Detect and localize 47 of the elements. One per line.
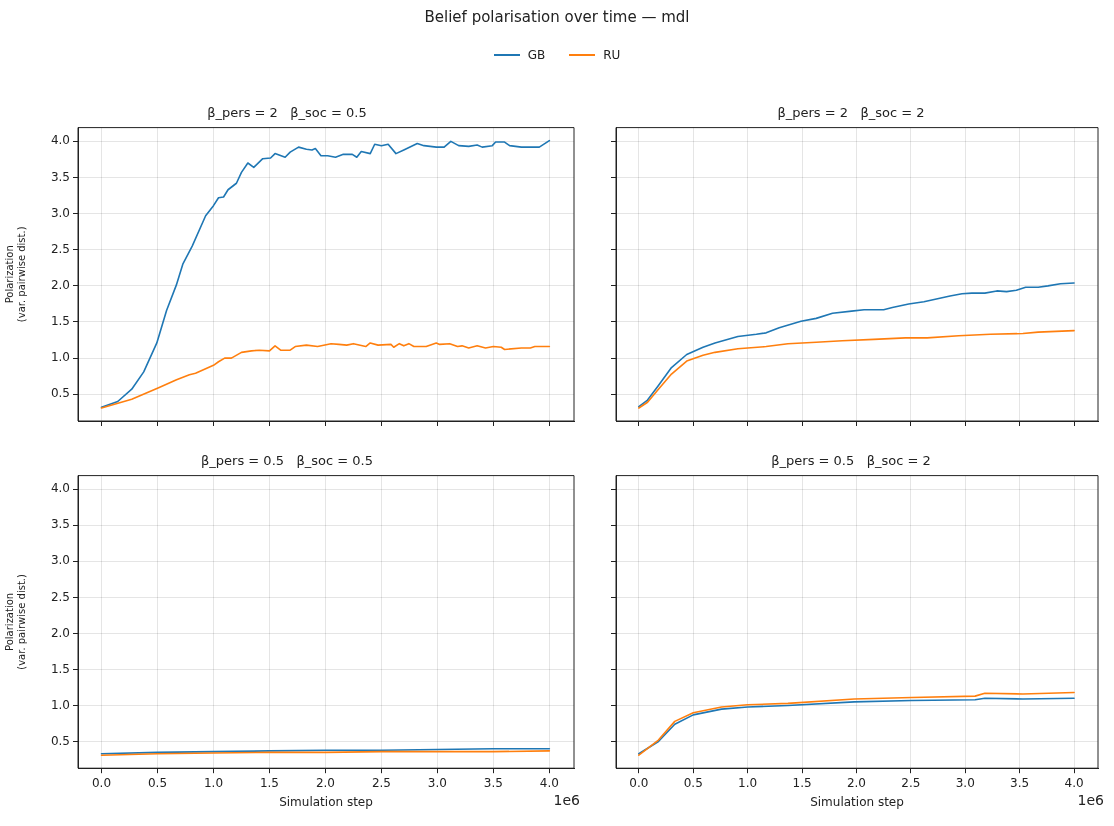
- y-tick-label: 2.0: [50, 277, 70, 292]
- y-tick-label: 4.0: [50, 481, 70, 496]
- y-axis-title: Polarization (var. pairwise dist.): [3, 573, 27, 670]
- x-tick-label: 3.5: [483, 775, 503, 790]
- y-tick-label: 1.5: [50, 314, 70, 329]
- x-tick-label: 4.0: [1064, 775, 1084, 790]
- x-tick-label: 1.5: [792, 775, 812, 790]
- y-tick-label: 2.5: [50, 241, 70, 256]
- y-tick-label: 3.5: [50, 169, 70, 184]
- x-tick-label: 2.5: [901, 775, 921, 790]
- x-axis-title: Simulation step: [279, 794, 373, 809]
- legend-label: RU: [603, 48, 621, 62]
- x-tick-label: 2.0: [315, 775, 335, 790]
- x-tick-label: 3.0: [427, 775, 447, 790]
- x-tick-label: 1.0: [738, 775, 758, 790]
- x-tick-label: 0.5: [683, 775, 703, 790]
- x-tick-label: 3.0: [955, 775, 975, 790]
- x-tick-label: 2.0: [846, 775, 866, 790]
- text: Belief polarisation over time — mdl: [423, 8, 691, 26]
- y-axis-title: Polarization (var. pairwise dist.): [3, 226, 27, 323]
- chart-title: β_pers = 2 β_soc = 2: [777, 105, 925, 121]
- y-tick-label: 2.0: [50, 625, 70, 640]
- y-tick-label: 3.0: [50, 205, 70, 220]
- chart-title: β_pers = 2 β_soc = 0.5: [207, 105, 367, 121]
- x-tick-label: 1.0: [203, 775, 224, 790]
- chart-title: β_pers = 0.5 β_soc = 0.5: [201, 453, 373, 469]
- y-tick-label: 3.0: [50, 553, 70, 568]
- y-tick-label: 0.5: [50, 733, 70, 748]
- y-tick-label: 1.5: [50, 661, 70, 676]
- x-tick-label: 4.0: [539, 775, 559, 790]
- y-tick-label: 4.0: [50, 133, 70, 148]
- y-tick-label: 0.5: [50, 386, 70, 401]
- y-tick-label: 1.0: [50, 350, 70, 365]
- x-tick-label: 2.5: [371, 775, 391, 790]
- chart-title: β_pers = 0.5 β_soc = 2: [771, 453, 931, 469]
- y-tick-label: 3.5: [50, 517, 70, 532]
- x-tick-label: 0.0: [91, 775, 112, 790]
- x-tick-label: 0.0: [629, 775, 649, 790]
- x-axis-title: Simulation step: [810, 794, 904, 809]
- legend-label: GB: [527, 48, 546, 62]
- y-tick-label: 2.5: [50, 589, 70, 604]
- x-tick-label: 1.5: [259, 775, 280, 790]
- x-tick-label: 3.5: [1010, 775, 1030, 790]
- x-tick-label: 0.5: [147, 775, 168, 790]
- text: 1e6: [1077, 791, 1105, 808]
- y-tick-label: 1.0: [50, 697, 70, 712]
- text: 1e6: [553, 791, 581, 808]
